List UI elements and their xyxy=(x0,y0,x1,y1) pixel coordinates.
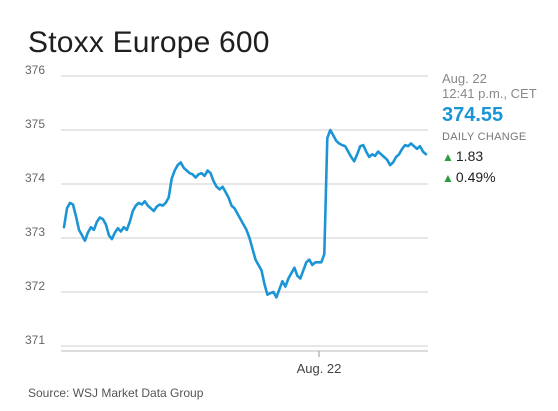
y-tick-label: 373 xyxy=(25,225,45,239)
y-tick-label: 376 xyxy=(25,63,45,77)
x-tick-label: Aug. 22 xyxy=(297,361,342,376)
quote-price: 374.55 xyxy=(442,104,504,126)
chart-title: Stoxx Europe 600 xyxy=(28,26,270,59)
change-points: 1.83 xyxy=(455,148,484,164)
change-percent: 0.49% xyxy=(455,169,496,185)
y-tick-label: 371 xyxy=(25,333,45,347)
up-arrow-icon: ▲ xyxy=(442,171,454,185)
y-axis-ticks: 376 375 374 373 372 371 xyxy=(25,63,45,347)
source-note: Source: WSJ Market Data Group xyxy=(28,386,204,400)
series-line xyxy=(62,128,428,299)
change-percent-row: ▲ 0.49% xyxy=(442,168,537,187)
up-arrow-icon: ▲ xyxy=(442,150,454,164)
y-tick-label: 375 xyxy=(25,117,45,131)
quote-time: 12:41 p.m., CET xyxy=(442,86,537,101)
quote-date: Aug. 22 xyxy=(442,71,487,86)
grid-lines xyxy=(61,75,428,347)
quote-panel: Aug. 22 12:41 p.m., CET 374.55 DAILY CHA… xyxy=(442,71,537,187)
y-tick-label: 374 xyxy=(25,171,45,185)
change-points-row: ▲ 1.83 xyxy=(442,147,537,166)
y-tick-label: 372 xyxy=(25,279,45,293)
daily-change-label: DAILY CHANGE xyxy=(442,131,527,143)
